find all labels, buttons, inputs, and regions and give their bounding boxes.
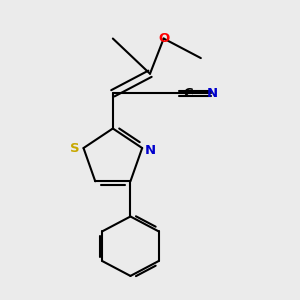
Text: C: C — [183, 87, 193, 100]
Text: N: N — [207, 87, 218, 100]
Text: S: S — [70, 142, 80, 154]
Text: N: N — [144, 143, 156, 157]
Text: O: O — [158, 32, 169, 45]
